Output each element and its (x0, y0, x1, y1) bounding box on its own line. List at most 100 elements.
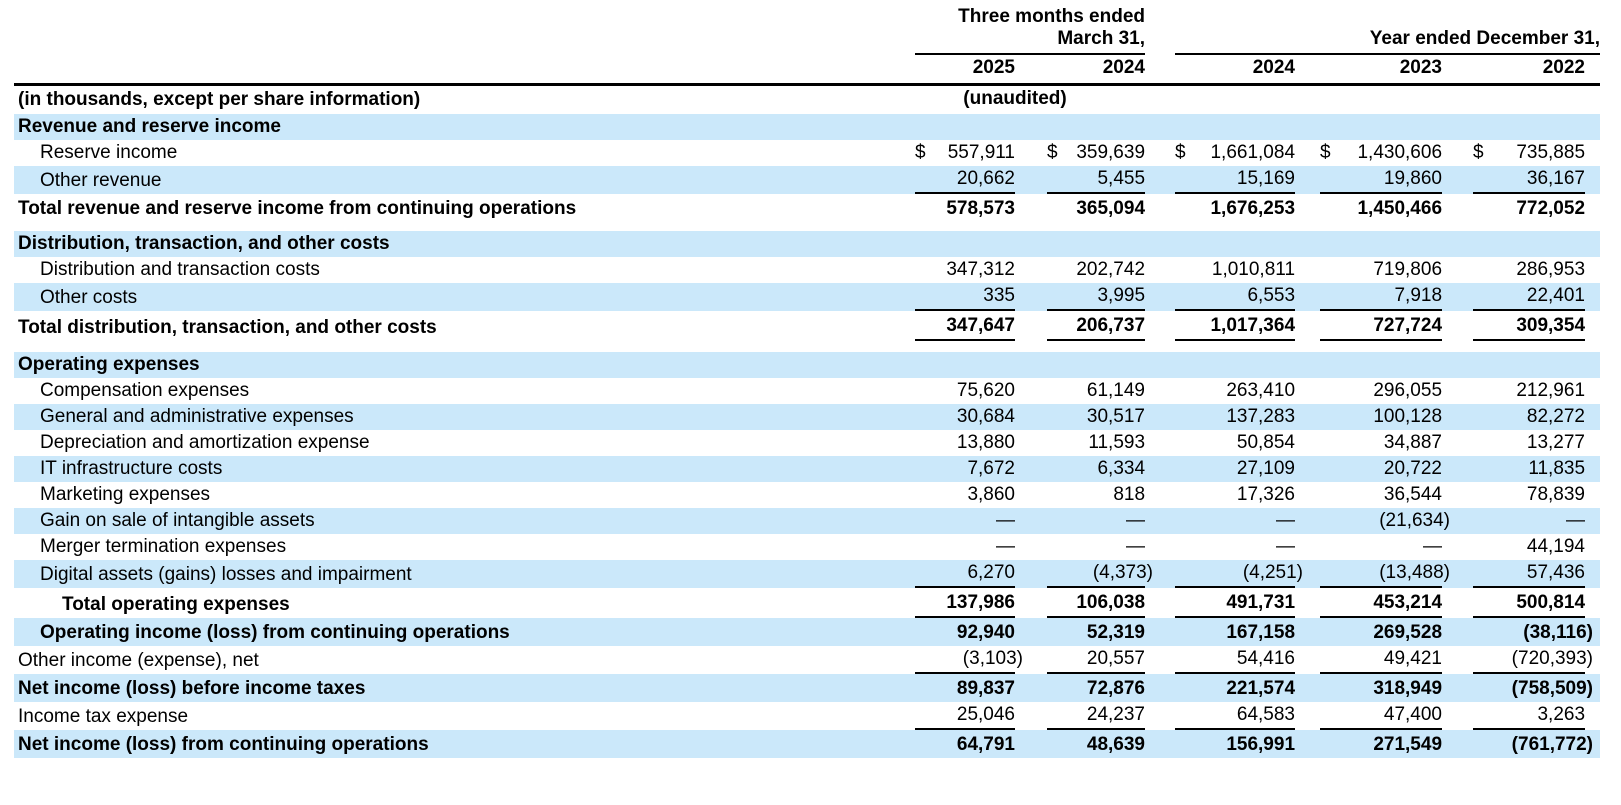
year-column-2024: 2024 (1252, 57, 1296, 78)
cell-value: 82,272 (1526, 406, 1586, 427)
table-row: Total operating expenses 137,986 106,038 49… (14, 588, 1600, 618)
group2-label: Year ended December 31, (1369, 28, 1601, 49)
cell-value: 48,639 (1086, 734, 1146, 755)
header-rule-row (14, 81, 1601, 86)
cell-value: 202,742 (1076, 259, 1146, 280)
cell-value: 137,283 (1226, 406, 1296, 427)
cell-value: 50,854 (1236, 432, 1296, 453)
cell-value: 727,724 (1373, 315, 1443, 336)
table-row: IT infrastructure costs 7,672 6,334 27,109 2… (14, 456, 1601, 482)
cell-value: 11,593 (1088, 432, 1146, 453)
row-label: Total revenue and reserve income from co… (18, 198, 577, 219)
group1-line2: March 31, (1057, 28, 1146, 49)
cell-value: 7,918 (1394, 285, 1443, 306)
row-label: Other revenue (40, 170, 162, 191)
cell-value: 1,017,364 (1210, 315, 1296, 336)
cell-value: (21,634) (1379, 510, 1451, 531)
table-row: Other costs 335 3,995 6,553 7,918 22,401 (14, 283, 1601, 311)
cell-value: 52,319 (1086, 622, 1146, 643)
row-label: Total distribution, transaction, and oth… (18, 317, 437, 338)
cell-value: 72,876 (1086, 678, 1146, 699)
cell-value: 7,672 (967, 458, 1015, 479)
units-note-row: (in thousands, except per share informat… (14, 86, 1600, 114)
unaudited-note: (unaudited) (963, 88, 1067, 109)
year-column-2023: 2023 (1399, 57, 1443, 78)
cell-value: 1,661,084 (1210, 142, 1296, 163)
statement-rows: Revenue and reserve income Reserve income… (14, 114, 1601, 758)
cell-value: 500,814 (1516, 592, 1586, 613)
cell-value: — (1126, 536, 1146, 557)
horizontal-rule (14, 83, 1601, 86)
row-label: Distribution and transaction costs (40, 259, 320, 280)
cell-value: 453,214 (1373, 592, 1443, 613)
cell-value: 318,949 (1373, 678, 1443, 699)
spacer-row (14, 222, 1600, 231)
cell-value: 78,839 (1526, 484, 1586, 505)
cell-value: 49,421 (1383, 648, 1443, 669)
table-row: Total distribution, transaction, and oth… (14, 311, 1600, 341)
cell-value: 17,326 (1236, 484, 1296, 505)
cell-value: 206,737 (1076, 315, 1146, 336)
cell-value: 1,010,811 (1211, 259, 1296, 280)
cell-value: 818 (1113, 484, 1146, 505)
cell-value: 156,991 (1226, 734, 1296, 755)
row-label: IT infrastructure costs (40, 458, 223, 479)
year-columns-row: 2025 2024 2024 2023 2022 (14, 55, 1600, 81)
row-label: Income tax expense (18, 706, 189, 727)
cell-value: 25,046 (956, 704, 1015, 725)
cell-value: 30,684 (956, 406, 1015, 427)
cell-value: 34,887 (1383, 432, 1443, 453)
cell-value: 6,270 (967, 562, 1015, 583)
table-row: Merger termination expenses — — — — 44,194 (14, 534, 1600, 560)
cell-value: 491,731 (1226, 592, 1296, 613)
table-row: Distribution and transaction costs 347,31… (14, 257, 1600, 283)
row-label: Total operating expenses (62, 594, 290, 615)
cell-value: (38,116) (1523, 622, 1594, 643)
cell-value: 1,430,606 (1357, 142, 1443, 163)
cell-value: 30,517 (1086, 406, 1146, 427)
cell-value: 3,263 (1537, 704, 1586, 725)
cell-value: 347,647 (946, 315, 1015, 336)
units-note: (in thousands, except per share informat… (18, 89, 421, 110)
cell-value: 36,167 (1526, 168, 1586, 189)
cell-value: — (1276, 536, 1296, 557)
row-label: Merger termination expenses (40, 536, 287, 557)
row-label: Reserve income (40, 142, 178, 163)
currency-symbol: $ (1473, 142, 1484, 163)
cell-value: (13,488) (1379, 562, 1451, 583)
cell-value: 347,312 (946, 259, 1015, 280)
cell-value: 3,860 (967, 484, 1015, 505)
table-row: Compensation expenses 75,620 61,149 263,410… (14, 378, 1600, 404)
row-label: Net income (loss) before income taxes (18, 678, 366, 699)
row-label: Digital assets (gains) losses and impair… (40, 564, 412, 585)
cell-value: 20,662 (956, 168, 1015, 189)
cell-value: 719,806 (1373, 259, 1443, 280)
cell-value: 47,400 (1383, 704, 1443, 725)
cell-value: 64,583 (1236, 704, 1296, 725)
cell-value: 735,885 (1516, 142, 1586, 163)
cell-value: 309,354 (1516, 315, 1586, 336)
cell-value: 335 (983, 285, 1015, 306)
header-spacer-cell (14, 6, 915, 55)
table-row: Net income (loss) before income taxes 89,… (14, 674, 1601, 702)
cell-value: (4,251) (1242, 562, 1304, 583)
cell-value: 27,109 (1236, 458, 1296, 479)
table-row: Digital assets (gains) losses and impair… (14, 560, 1601, 588)
cell-value: — (1423, 536, 1443, 557)
year-column-2022: 2022 (1542, 57, 1586, 78)
row-label: Operating expenses (18, 354, 200, 375)
currency-symbol: $ (1175, 142, 1186, 163)
currency-symbol: $ (1320, 142, 1331, 163)
currency-symbol: $ (1047, 142, 1058, 163)
table-row: Marketing expenses 3,860 818 17,326 36,544 78… (14, 482, 1600, 508)
cell-value: 6,553 (1247, 285, 1296, 306)
table-row: Reserve income $557,911 $359,639 $1,661,084… (14, 140, 1600, 166)
row-label: Other income (expense), net (18, 650, 259, 671)
cell-value: — (996, 510, 1015, 531)
row-label: Revenue and reserve income (18, 116, 281, 137)
spacer-row (14, 341, 1600, 352)
year-column-2025: 2025 (972, 57, 1015, 78)
year-column-2024-q: 2024 (1102, 57, 1146, 78)
cell-value: 271,549 (1373, 734, 1443, 755)
cell-value: 100,128 (1373, 406, 1443, 427)
